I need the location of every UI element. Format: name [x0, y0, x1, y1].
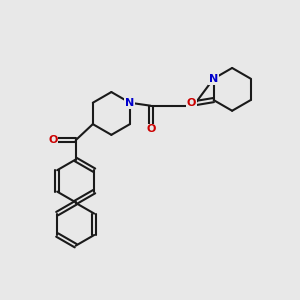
Text: O: O: [187, 98, 196, 108]
Text: N: N: [125, 98, 134, 108]
Text: N: N: [209, 74, 218, 84]
Text: O: O: [48, 135, 58, 145]
Text: O: O: [146, 124, 155, 134]
